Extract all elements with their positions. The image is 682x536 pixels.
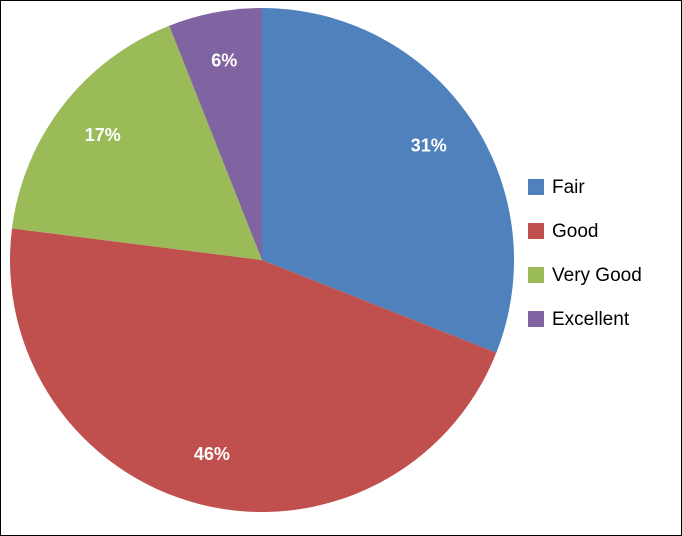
pie-slice bbox=[9, 228, 497, 513]
legend-swatch bbox=[528, 267, 544, 283]
legend-label: Very Good bbox=[552, 265, 642, 286]
legend-label: Excellent bbox=[552, 309, 630, 330]
legend-label: Fair bbox=[552, 177, 585, 198]
legend-label: Good bbox=[552, 221, 598, 242]
pie-slice bbox=[11, 25, 263, 261]
legend-swatch bbox=[528, 311, 544, 327]
pie-slice bbox=[169, 8, 262, 260]
slice-label: 17% bbox=[85, 125, 121, 145]
pie-slice bbox=[262, 8, 515, 353]
slice-label: 31% bbox=[411, 135, 447, 155]
legend-swatch bbox=[528, 179, 544, 195]
slice-label: 6% bbox=[211, 51, 237, 71]
slice-label: 46% bbox=[194, 444, 230, 464]
legend-swatch bbox=[528, 223, 544, 239]
